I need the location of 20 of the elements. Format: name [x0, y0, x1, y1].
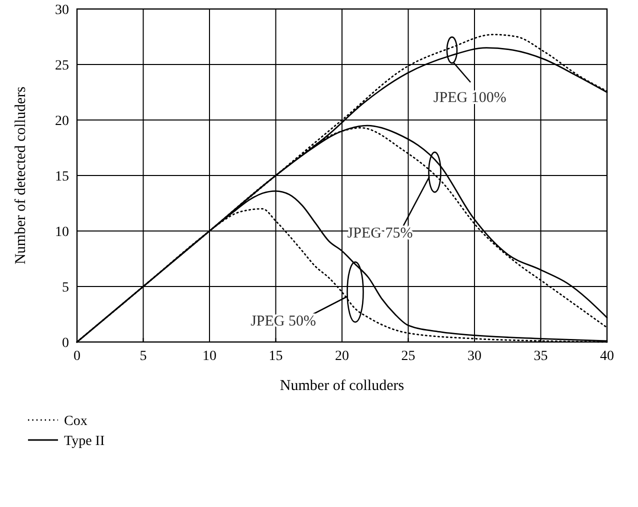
y-tick-label: 30	[55, 3, 69, 18]
legend-label: Cox	[64, 414, 88, 429]
x-tick-label: 0	[74, 349, 80, 364]
x-tick-label: 35	[534, 349, 548, 364]
y-tick-label: 25	[55, 58, 69, 74]
y-tick-label: 20	[55, 114, 69, 129]
x-axis-title: Number of colluders	[280, 378, 404, 394]
legend-label: Type II	[64, 434, 105, 449]
y-tick-label: 10	[55, 225, 69, 240]
x-tick-label: 5	[140, 349, 147, 364]
x-tick-label: 10	[202, 349, 216, 364]
x-tick-label: 25	[401, 349, 416, 364]
x-tick-label: 40	[600, 349, 614, 364]
x-tick-label: 30	[468, 349, 482, 364]
y-axis-title: Number of detected colluders	[13, 86, 29, 264]
y-tick-label: 15	[55, 170, 69, 184]
x-tick-label: 20	[335, 349, 349, 364]
y-tick-label: 5	[62, 280, 69, 296]
y-tick-label: 0	[62, 336, 69, 351]
x-tick-label: 15	[268, 349, 283, 364]
